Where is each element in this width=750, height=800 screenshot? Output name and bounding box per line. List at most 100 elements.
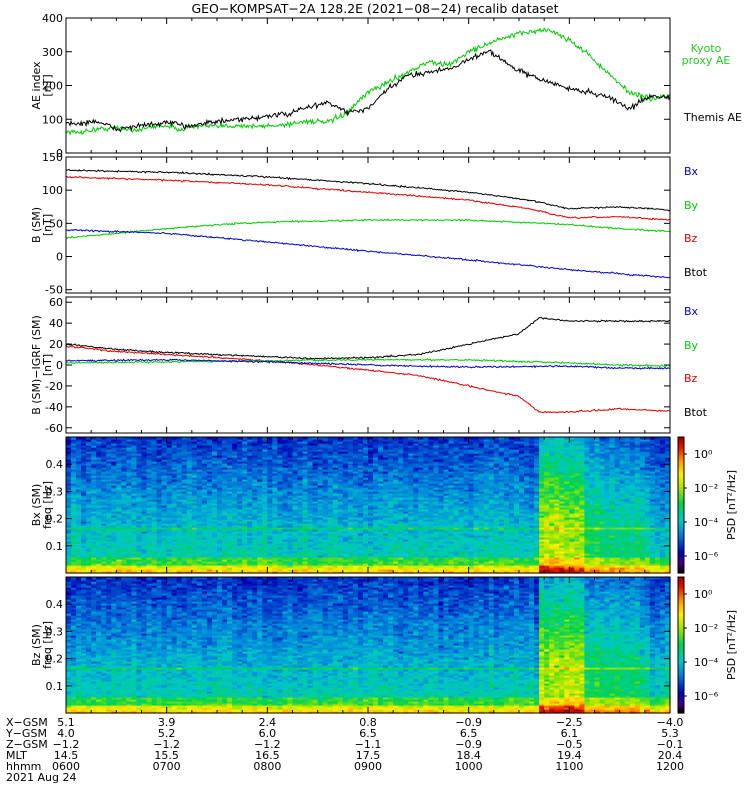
- spectrogram-cell: [71, 439, 77, 442]
- spectrogram-cell: [111, 489, 117, 492]
- spectrogram-cell: [66, 499, 72, 502]
- spectrogram-cell: [186, 523, 193, 526]
- spectrogram-cell: [116, 463, 122, 466]
- spectrogram-cell: [186, 475, 193, 478]
- spectrogram-cell: [161, 527, 168, 530]
- spectrogram-cell: [171, 533, 178, 536]
- spectrogram-cell: [166, 459, 173, 462]
- spectrogram-cell: [141, 487, 148, 490]
- spectrogram-cell: [141, 467, 148, 470]
- spectrogram-cell: [106, 451, 112, 454]
- legend-by: By: [684, 199, 699, 212]
- spectrogram-cell: [191, 539, 198, 542]
- spectrogram-cell: [66, 525, 72, 528]
- spectrogram-cell: [196, 561, 203, 564]
- spectrogram-cell: [186, 447, 193, 450]
- spectrogram-cell: [136, 503, 143, 506]
- spectrogram-cell: [151, 487, 158, 490]
- spectrogram-cell: [171, 457, 178, 460]
- spectrogram-cell: [66, 459, 72, 462]
- spectrogram-cell: [196, 439, 203, 442]
- spectrogram-cell: [131, 539, 138, 542]
- spectrogram-cell: [86, 481, 92, 484]
- spectrogram-cell: [201, 529, 208, 532]
- spectrogram-cell: [76, 515, 82, 518]
- spectrogram-cell: [76, 565, 82, 568]
- spectrogram-cell: [111, 439, 117, 442]
- spectrogram-cell: [111, 505, 117, 508]
- spectrogram-cell: [86, 473, 92, 476]
- spectrogram-cell: [186, 493, 193, 496]
- spectrogram-cell: [166, 521, 173, 524]
- spectrogram-cell: [141, 549, 148, 552]
- spectrogram-cell: [146, 501, 153, 504]
- spectrogram-cell: [161, 501, 168, 504]
- spectrogram-cell: [191, 531, 198, 534]
- spectrogram-cell: [66, 477, 72, 480]
- spectrogram-cell: [126, 501, 133, 504]
- spectrogram-cell: [141, 449, 148, 452]
- spectrogram-cell: [76, 519, 82, 522]
- spectrogram-cell: [121, 437, 127, 440]
- spectrogram-cell: [171, 513, 178, 516]
- spectrogram-cell: [161, 495, 168, 498]
- spectrogram-cell: [116, 495, 122, 498]
- spectrogram-cell: [101, 567, 107, 570]
- spectrogram-cell: [186, 495, 193, 498]
- spectrogram-cell: [176, 559, 183, 562]
- spectrogram-cell: [166, 473, 173, 476]
- spectrogram-cell: [136, 501, 143, 504]
- spectrogram-cell: [176, 479, 183, 482]
- spectrogram-cell: [136, 543, 143, 546]
- spectrogram-cell: [121, 505, 127, 508]
- spectrogram-cell: [81, 467, 87, 470]
- spectrogram-cell: [181, 467, 188, 470]
- spectrogram-cell: [116, 477, 122, 480]
- spectrogram-cell: [91, 471, 97, 474]
- spectrogram-cell: [121, 481, 127, 484]
- spectrogram-cell: [196, 461, 203, 464]
- spectrogram-cell: [176, 507, 183, 510]
- spectrogram-cell: [161, 557, 168, 560]
- spectrogram-cell: [161, 533, 168, 536]
- spectrogram-cell: [76, 505, 82, 508]
- spectrogram-cell: [181, 437, 188, 440]
- spectrogram-cell: [111, 537, 117, 540]
- spectrogram-cell: [196, 489, 203, 492]
- spectrogram-cell: [116, 475, 122, 478]
- spectrogram-cell: [196, 475, 203, 478]
- spectrogram-cell: [191, 541, 198, 544]
- spectrogram-cell: [196, 571, 203, 574]
- spectrogram-cell: [136, 559, 143, 562]
- spectrogram-cell: [116, 441, 122, 444]
- spectrogram-cell: [96, 443, 102, 446]
- spectrogram-cell: [176, 473, 183, 476]
- spectrogram-cell: [191, 533, 198, 536]
- spectrogram-cell: [111, 539, 117, 542]
- spectrogram-cell: [151, 517, 158, 520]
- spectrogram-cell: [66, 527, 72, 530]
- spectrogram-cell: [71, 553, 77, 556]
- spectrogram-cell: [71, 475, 77, 478]
- spectrogram-cell: [96, 553, 102, 556]
- spectrogram-cell: [71, 525, 77, 528]
- spectrogram-cell: [176, 513, 183, 516]
- spectrogram-cell: [86, 445, 92, 448]
- spectrogram-cell: [131, 541, 138, 544]
- spectrogram-cell: [66, 443, 72, 446]
- spectrogram-cell: [76, 513, 82, 516]
- spectrogram-cell: [86, 555, 92, 558]
- spectrogram-cell: [91, 445, 97, 448]
- spectrogram-cell: [111, 529, 117, 532]
- spectrogram-cell: [136, 547, 143, 550]
- spectrogram-cell: [66, 491, 72, 494]
- spectrogram-cell: [76, 543, 82, 546]
- spectrogram-cell: [151, 505, 158, 508]
- spectrogram-cell: [176, 555, 183, 558]
- spectrogram-cell: [111, 525, 117, 528]
- spectrogram-cell: [106, 477, 112, 480]
- spectrogram-cell: [86, 537, 92, 540]
- spectrogram-cell: [161, 545, 168, 548]
- spectrogram-cell: [86, 511, 92, 514]
- y-tick-label: 0: [56, 359, 63, 372]
